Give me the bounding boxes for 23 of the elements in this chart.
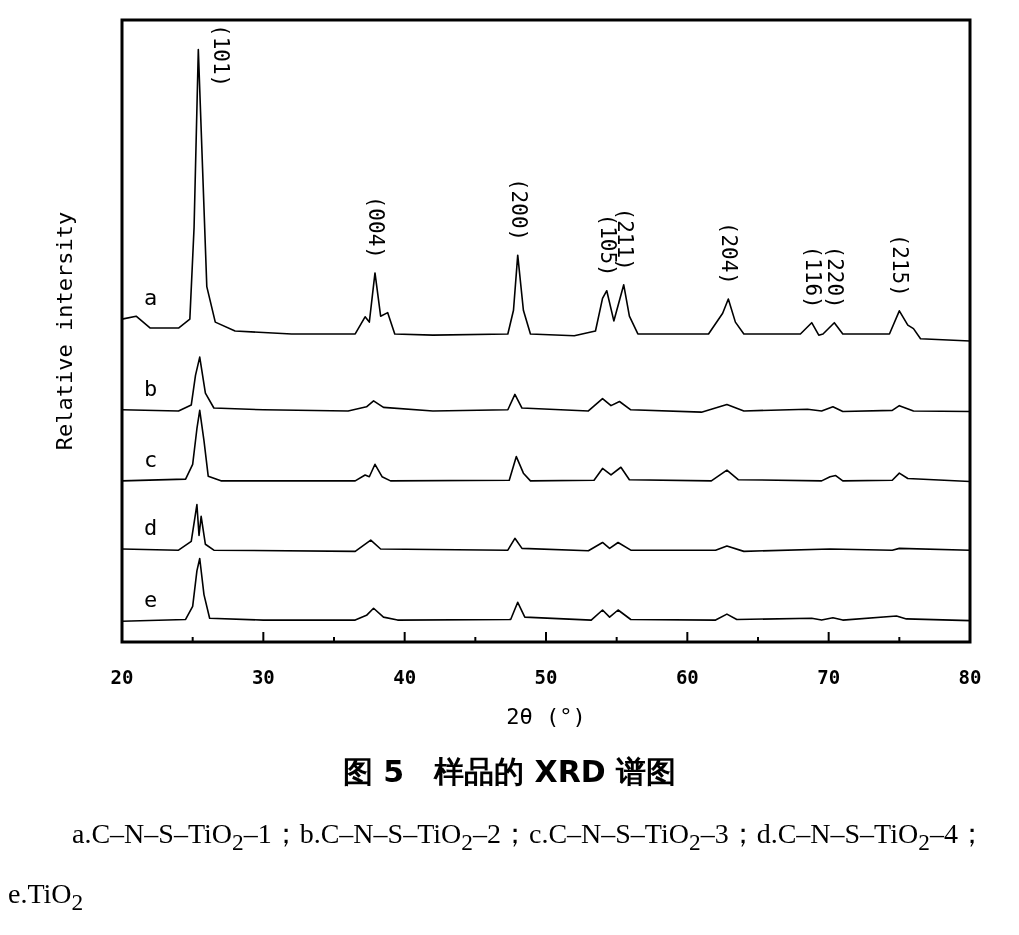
series-label: c [144, 446, 158, 472]
series-label: d [144, 515, 158, 540]
text: 图 5 样品的 XRD 谱图 [341, 753, 678, 791]
annotation: (204) [717, 221, 742, 286]
annotation: (101) [209, 24, 234, 88]
series-label: a [144, 285, 158, 311]
annotation: (004) [363, 195, 388, 259]
text: a.C–N–S–TiO$_{2}$–1；b.C–N–S–TiO$_{2}$–2；c.C–N–S–TiO$_{2}$–3；d.C–N–S–TiO$_{2}$–4；e.TiO$_{2}$ [8, 818, 986, 915]
x-tick-label: 20 [110, 666, 134, 688]
x-tick-label: 60 [675, 666, 699, 688]
annotation: (116) [800, 245, 825, 309]
annotation: (220) [823, 245, 848, 309]
y-axis-title: Relative intersity [52, 211, 77, 451]
x-tick-label: 80 [958, 666, 982, 688]
annotation: (200) [506, 177, 531, 242]
series-label: e [144, 587, 158, 613]
series-label: b [144, 375, 158, 401]
x-tick-label: 50 [534, 666, 558, 688]
x-tick-label: 30 [251, 666, 275, 688]
x-tick-label: 70 [817, 666, 841, 688]
x-axis-title: 2θ (°) [506, 704, 586, 729]
x-tick-label: 40 [393, 666, 417, 688]
annotation: (215) [888, 233, 913, 297]
